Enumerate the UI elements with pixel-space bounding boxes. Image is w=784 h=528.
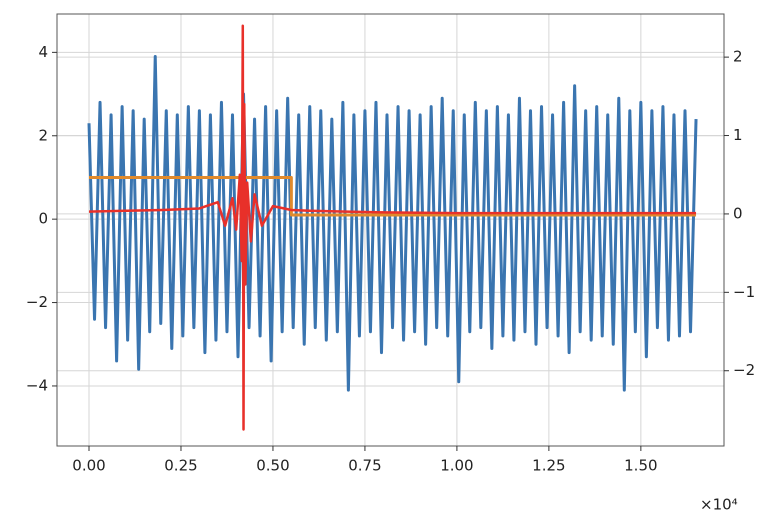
y-tick-label: 4 [38, 43, 48, 61]
series-line [88, 24, 697, 431]
y2-tick-label: 0 [733, 204, 743, 222]
x-tick-label: 0.00 [72, 457, 105, 475]
series-line [89, 175, 697, 217]
y-tick-label: −4 [26, 376, 48, 394]
y2-tick-label: −1 [733, 283, 755, 301]
y2-tick-label: 2 [733, 48, 743, 66]
x-tick-label: 1.25 [532, 457, 565, 475]
plot-frame [56, 13, 725, 447]
y-tick-label: 2 [38, 126, 48, 144]
y-tick-label: 0 [38, 210, 48, 228]
series-layer [87, 24, 698, 431]
x-tick-label: 0.75 [348, 457, 381, 475]
x-tick-label: 0.25 [164, 457, 197, 475]
x-tick-label: 1.50 [624, 457, 657, 475]
y-tick-label: −2 [26, 293, 48, 311]
x-offset-label: ×10⁴ [700, 496, 738, 514]
x-tick-label: 0.50 [256, 457, 289, 475]
x-tick-label: 1.00 [440, 457, 473, 475]
axes: 0.00 0.25 0.50 0.75 1.00 1.25 1.50 −4 −2 0 2 4 −2 −1 0… [26, 43, 755, 475]
y2-tick-label: −2 [733, 361, 755, 379]
y2-tick-label: 1 [733, 126, 743, 144]
series-line [87, 55, 698, 392]
